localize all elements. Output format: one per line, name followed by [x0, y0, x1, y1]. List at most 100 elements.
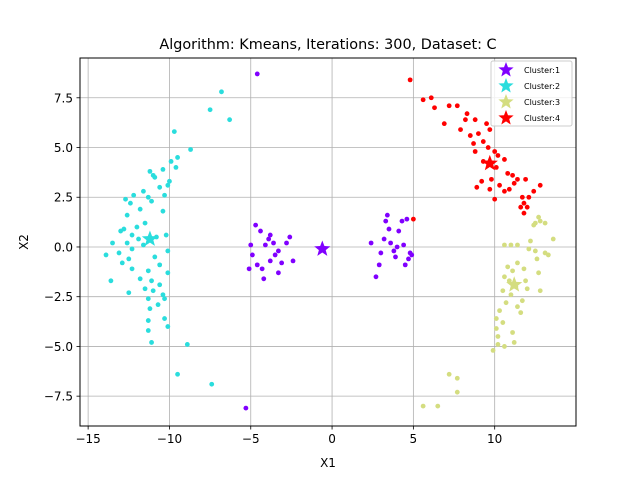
legend-marker-cluster-4 — [498, 110, 514, 125]
data-point-cluster-3 — [508, 242, 514, 248]
data-point-cluster-2 — [157, 184, 163, 190]
data-point-cluster-3 — [495, 334, 501, 339]
data-point-cluster-4 — [467, 133, 473, 138]
data-point-cluster-4 — [502, 188, 507, 194]
y-tick-label: 2.5 — [54, 191, 73, 205]
data-point-cluster-3 — [531, 222, 537, 228]
data-point-cluster-1 — [386, 226, 392, 232]
legend-marker-cluster-1 — [498, 62, 514, 77]
data-point-cluster-2 — [162, 192, 167, 198]
data-point-cluster-1 — [368, 240, 374, 246]
data-point-cluster-3 — [537, 218, 543, 224]
data-point-cluster-1 — [384, 212, 390, 218]
data-point-cluster-3 — [495, 342, 501, 347]
y-tick-label: 5.0 — [54, 141, 73, 155]
data-point-cluster-2 — [103, 252, 109, 258]
legend: Cluster:1 Cluster:2 Cluster:3 Cluster:4 — [490, 60, 573, 127]
data-point-cluster-4 — [495, 153, 501, 158]
data-point-cluster-2 — [137, 276, 143, 282]
data-point-cluster-1 — [376, 262, 382, 268]
data-point-cluster-1 — [259, 266, 265, 272]
data-point-cluster-3 — [528, 238, 533, 244]
data-point-cluster-4 — [458, 127, 463, 133]
data-point-cluster-2 — [142, 220, 148, 226]
data-point-cluster-2 — [141, 242, 146, 248]
data-point-cluster-2 — [165, 248, 171, 254]
data-point-cluster-4 — [420, 97, 426, 103]
data-point-cluster-2 — [134, 224, 140, 230]
data-point-cluster-1 — [271, 240, 276, 246]
data-point-cluster-2 — [167, 178, 172, 184]
data-point-cluster-4 — [472, 117, 478, 123]
data-point-cluster-2 — [165, 324, 171, 329]
data-point-cluster-1 — [254, 71, 260, 77]
centroid-star-cluster-3 — [506, 276, 523, 292]
data-point-cluster-4 — [497, 182, 502, 188]
data-point-cluster-3 — [526, 246, 532, 252]
data-point-cluster-4 — [476, 131, 481, 136]
data-point-cluster-2 — [149, 198, 154, 204]
data-point-cluster-1 — [391, 248, 397, 254]
data-point-cluster-1 — [396, 228, 402, 234]
data-point-cluster-2 — [110, 240, 115, 246]
data-point-cluster-3 — [515, 260, 520, 266]
data-point-cluster-3 — [500, 288, 506, 294]
data-point-cluster-4 — [521, 210, 527, 216]
data-point-cluster-1 — [254, 262, 260, 268]
x-tick-label: −5 — [242, 432, 260, 446]
legend-marker-cluster-3 — [498, 94, 514, 109]
y-tick-label: −7.5 — [44, 390, 73, 404]
data-point-cluster-4 — [472, 149, 478, 154]
data-point-cluster-2 — [188, 147, 193, 152]
data-point-cluster-2 — [142, 286, 148, 292]
data-point-cluster-2 — [126, 290, 132, 296]
data-point-cluster-2 — [126, 256, 132, 262]
data-point-cluster-1 — [399, 218, 405, 224]
data-point-cluster-2 — [129, 246, 135, 252]
plot-area-frame — [79, 57, 577, 427]
data-point-cluster-2 — [175, 155, 180, 160]
legend-label-cluster-4: Cluster:4 — [524, 114, 560, 123]
data-point-cluster-2 — [175, 371, 180, 377]
centroid-star-cluster-2 — [141, 230, 159, 246]
legend-label-cluster-2: Cluster:2 — [524, 82, 560, 91]
y-tick-label: −5.0 — [44, 340, 73, 354]
y-tick-label: 7.5 — [54, 91, 73, 105]
data-point-cluster-2 — [152, 174, 158, 180]
data-point-cluster-3 — [435, 403, 441, 409]
data-point-cluster-2 — [131, 192, 137, 198]
data-point-cluster-2 — [147, 306, 153, 312]
data-point-cluster-4 — [505, 170, 511, 176]
data-point-cluster-2 — [219, 89, 224, 95]
data-point-cluster-1 — [383, 218, 389, 224]
data-point-cluster-4 — [410, 216, 416, 222]
data-point-cluster-1 — [393, 254, 398, 260]
data-point-cluster-2 — [152, 254, 158, 260]
y-tick-label: 0.0 — [54, 240, 73, 254]
data-point-cluster-1 — [381, 236, 387, 242]
data-point-cluster-4 — [492, 149, 498, 154]
data-point-cluster-1 — [388, 240, 394, 246]
y-axis-label: X2 — [17, 234, 31, 250]
data-point-cluster-1 — [276, 270, 281, 276]
data-point-cluster-2 — [171, 129, 177, 135]
data-point-cluster-2 — [119, 260, 125, 266]
data-point-cluster-2 — [129, 266, 135, 272]
data-point-cluster-1 — [279, 260, 285, 266]
data-point-cluster-2 — [145, 194, 151, 200]
data-point-cluster-4 — [474, 184, 480, 190]
data-point-cluster-2 — [157, 282, 163, 288]
data-point-cluster-2 — [124, 240, 130, 246]
data-point-cluster-1 — [261, 276, 267, 282]
data-point-cluster-2 — [160, 292, 166, 298]
data-point-cluster-1 — [409, 252, 415, 258]
data-point-cluster-3 — [532, 248, 538, 254]
x-tick-label: 0 — [328, 432, 336, 446]
legend-label-cluster-3: Cluster:3 — [524, 98, 560, 107]
data-point-cluster-2 — [163, 232, 169, 238]
data-point-cluster-2 — [209, 381, 215, 387]
data-point-cluster-1 — [276, 248, 281, 254]
data-point-cluster-4 — [493, 165, 499, 170]
data-point-cluster-3 — [542, 220, 548, 226]
data-point-cluster-1 — [373, 274, 379, 280]
